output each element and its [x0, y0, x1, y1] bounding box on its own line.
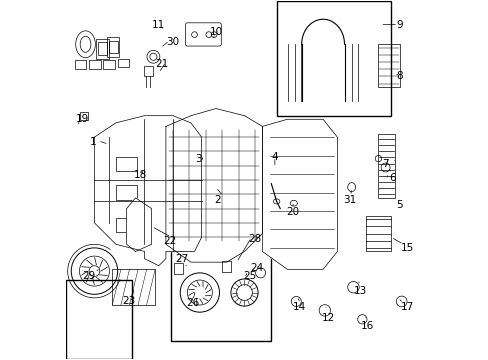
Text: 30: 30: [166, 37, 179, 48]
Bar: [116, 185, 137, 200]
Text: 2: 2: [214, 195, 221, 204]
Text: 15: 15: [400, 243, 413, 253]
Text: 14: 14: [293, 302, 306, 312]
Text: 1: 1: [89, 138, 96, 148]
Bar: [103, 60, 115, 69]
Text: 4: 4: [271, 152, 278, 162]
Bar: [116, 217, 137, 232]
Text: 6: 6: [388, 173, 395, 183]
Text: 29: 29: [82, 271, 96, 282]
Text: 22: 22: [163, 236, 176, 246]
Text: 20: 20: [285, 207, 299, 217]
Text: 10: 10: [209, 27, 222, 37]
Text: 17: 17: [400, 302, 413, 312]
Bar: [107, 37, 119, 57]
Text: 19: 19: [75, 114, 88, 124]
Bar: [365, 216, 390, 251]
Polygon shape: [94, 116, 201, 266]
Text: 18: 18: [134, 170, 147, 180]
Text: 11: 11: [152, 19, 165, 30]
Text: 24: 24: [250, 262, 263, 273]
Text: 7: 7: [382, 159, 388, 169]
Text: 21: 21: [155, 59, 169, 69]
Bar: [222, 261, 230, 272]
Text: 23: 23: [122, 296, 135, 306]
Text: 9: 9: [396, 19, 403, 30]
Bar: [80, 112, 88, 120]
Bar: [378, 44, 399, 87]
Text: 8: 8: [396, 71, 403, 81]
Text: 31: 31: [343, 195, 356, 204]
Text: 28: 28: [248, 234, 261, 244]
Bar: [116, 157, 137, 171]
Bar: [174, 263, 183, 274]
Polygon shape: [126, 198, 151, 251]
Bar: [118, 59, 129, 67]
Bar: [96, 39, 108, 59]
Bar: [75, 60, 86, 69]
Text: 16: 16: [360, 321, 374, 332]
Bar: [98, 42, 107, 55]
Bar: [143, 66, 152, 76]
Text: 12: 12: [321, 312, 334, 323]
Text: 26: 26: [186, 298, 199, 308]
Bar: [108, 41, 118, 53]
Text: 13: 13: [353, 286, 366, 296]
Bar: [171, 216, 271, 341]
Polygon shape: [165, 109, 262, 262]
Bar: [378, 134, 394, 198]
Bar: [89, 60, 101, 69]
Bar: [66, 280, 132, 359]
Text: 3: 3: [194, 154, 201, 163]
Text: 25: 25: [243, 271, 256, 282]
Bar: [112, 269, 155, 305]
Text: 5: 5: [396, 200, 403, 210]
Text: 27: 27: [175, 253, 188, 264]
Polygon shape: [262, 119, 337, 269]
Bar: [276, 1, 390, 116]
